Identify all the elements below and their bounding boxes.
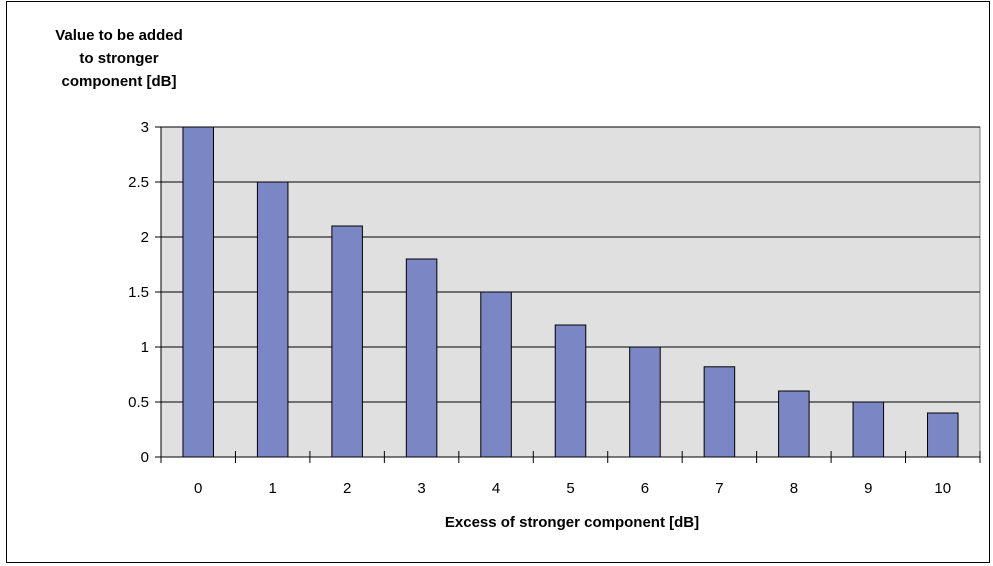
y-axis-title-line-3: component [dB] [61, 73, 177, 90]
y-tick-label: 0 [141, 449, 149, 466]
x-tick-label: 0 [194, 480, 202, 497]
y-tick-label: 1.5 [128, 284, 149, 301]
y-tick-labels: 0 0.5 1 1.5 2 2.5 3 [128, 119, 149, 466]
x-tick-label: 2 [343, 480, 351, 497]
bar-2 [331, 225, 363, 458]
x-tick-label: 3 [417, 480, 425, 497]
bar-7 [703, 366, 736, 458]
bar-8 [778, 390, 810, 458]
bar-6 [629, 346, 661, 458]
bar-5 [554, 324, 587, 458]
x-tick-label: 8 [790, 480, 798, 497]
x-tick-label: 10 [934, 480, 951, 497]
y-tick-label: 2.5 [128, 174, 149, 191]
bar-0 [182, 126, 214, 458]
x-axis-title: Excess of stronger component [dB] [445, 514, 699, 531]
bar-4 [480, 291, 512, 458]
y-tick-label: 0.5 [128, 394, 149, 411]
x-tick-label: 4 [492, 480, 500, 497]
bar-10 [927, 412, 959, 458]
y-axis-title-line-2: to stronger [79, 50, 159, 67]
x-tick-label: 5 [566, 480, 574, 497]
x-tick-label: 6 [641, 480, 649, 497]
axes [155, 126, 981, 463]
y-axis-title: Value to be added to stronger component … [14, 24, 224, 93]
x-tick-label: 9 [864, 480, 872, 497]
x-tick-labels: 0 1 2 3 4 5 6 7 8 9 10 [194, 480, 951, 497]
y-tick-label: 3 [141, 119, 149, 136]
x-tick-label: 7 [715, 480, 723, 497]
x-tick-label: 1 [269, 480, 277, 497]
y-tick-label: 2 [141, 229, 149, 246]
bar-3 [405, 258, 438, 458]
bar-9 [852, 401, 885, 458]
y-tick-label: 1 [141, 339, 149, 356]
bars [182, 126, 959, 458]
bar-1 [256, 181, 289, 458]
gridlines [161, 126, 980, 403]
y-axis-title-line-1: Value to be added [55, 27, 183, 44]
